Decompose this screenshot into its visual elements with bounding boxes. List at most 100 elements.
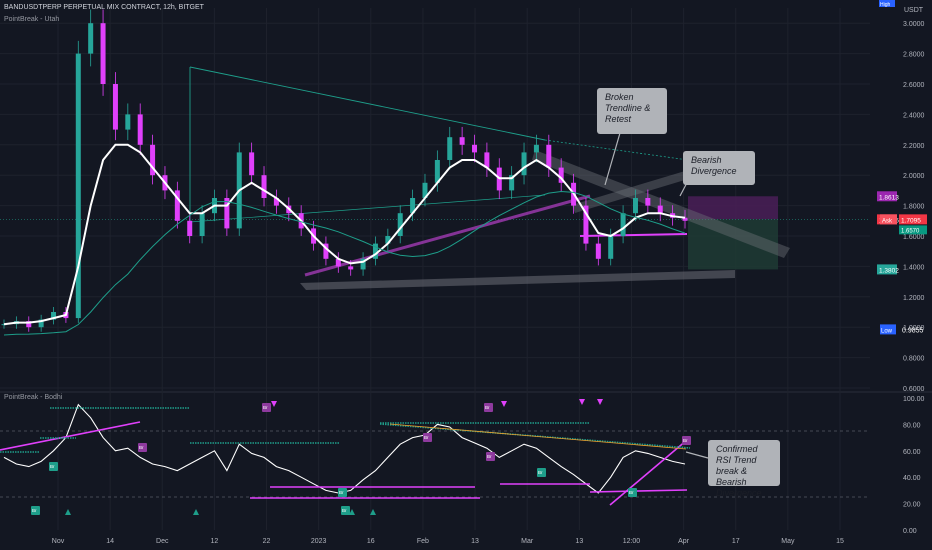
candle-body [422, 182, 428, 198]
candle-body [620, 213, 626, 236]
symbol-title: BANDUSDTPERP PERPETUAL MIX CONTRACT, 12h… [4, 4, 204, 11]
ascending-trendline [304, 194, 591, 277]
callout-pointer-rsi [685, 451, 709, 459]
low-value-text: 0.9855 [902, 327, 924, 334]
bear-marker-label: Br [424, 435, 429, 440]
callout-rsi-divergence[interactable]: Confirmed RSI Trend break & Bearish Dive… [708, 440, 780, 498]
candle-body [348, 266, 354, 270]
time-tick-label: Mar [521, 538, 534, 545]
candle-body [657, 205, 663, 214]
bear-marker-label: Br [487, 454, 492, 459]
time-tick-label: Dec [156, 538, 169, 545]
candle-body [150, 144, 156, 176]
candle-body [88, 23, 94, 54]
low-tag-text: Low [881, 328, 893, 334]
callout-pointer-trendline [604, 125, 623, 186]
bull-marker [341, 506, 350, 515]
high-tag-label: High [880, 2, 891, 8]
candle-body [26, 321, 32, 328]
bull-marker [628, 488, 637, 497]
candle-body [521, 152, 527, 176]
bull-marker-label: Br [538, 470, 543, 475]
candle-body [509, 175, 515, 191]
candle-body [472, 144, 478, 153]
candle-body [583, 205, 589, 244]
time-tick-label: 13 [575, 538, 583, 545]
price-tick-label: 2.4000 [903, 112, 925, 119]
rsi-pink-segment [609, 439, 688, 506]
time-tick-label: 14 [106, 538, 114, 545]
candle-body [199, 213, 205, 236]
bull-marker-label: Br [339, 490, 344, 495]
candle-body [558, 167, 564, 183]
candle-body [682, 217, 688, 221]
bear-triangle [597, 399, 603, 405]
candle-body [397, 213, 403, 236]
candle-body [100, 23, 106, 84]
time-tick-label: 12:00 [623, 538, 641, 545]
bull-marker-label: Br [629, 490, 634, 495]
price-tick-label: 1.2000 [903, 295, 925, 302]
trend-lines [189, 66, 689, 277]
price-tick-label: 1.8000 [903, 204, 925, 211]
pink-level [579, 233, 688, 237]
callout-broken-trendline[interactable]: Broken Trendline & Retest [597, 88, 667, 134]
bear-marker [262, 403, 271, 412]
candle-body [75, 53, 81, 319]
rsi-pink-segment [589, 489, 688, 493]
bull-marker [49, 462, 58, 471]
stop-tag [877, 264, 897, 275]
rsi-pane: Br Br Br Br Br Br Br Br Br Br Br Br [0, 399, 870, 515]
retest-band [572, 168, 698, 213]
ask-label-box [880, 214, 897, 225]
ask-label-text: Ask [882, 218, 893, 224]
candle-body [459, 137, 465, 145]
candle-body [335, 258, 341, 267]
rsi-tick-label: 80.00 [903, 422, 921, 429]
rsi-pink-segment [0, 421, 141, 451]
time-tick-label: Nov [52, 538, 65, 545]
bull-triangle [349, 509, 355, 515]
bear-marker [682, 436, 691, 445]
callout-bearish-divergence[interactable]: Bearish Divergence [683, 151, 755, 185]
candle-body [187, 220, 193, 236]
bull-marker-label: Br [50, 464, 55, 469]
candle-body [484, 152, 490, 168]
bear-marker [423, 433, 432, 442]
candle-body [608, 236, 614, 259]
candle-body [261, 175, 267, 198]
indicator-sub-title: PointBreak - Bodhi [4, 394, 63, 401]
candle-body [632, 198, 638, 214]
time-tick-label: 15 [836, 538, 844, 545]
candle-body [51, 312, 57, 320]
candle-body [372, 243, 378, 259]
price-tick-label: 2.8000 [903, 52, 925, 59]
time-tick-label: 17 [732, 538, 740, 545]
price-tick-label: 2.2000 [903, 143, 925, 150]
time-tick-label: 12 [211, 538, 219, 545]
time-tick-label: 13 [471, 538, 479, 545]
high-tag [879, 0, 895, 7]
time-tick-label: May [781, 538, 795, 545]
bull-marker [537, 468, 546, 477]
bear-marker-label: Br [139, 445, 144, 450]
stop-zone [688, 219, 778, 270]
rsi-tick-label: 60.00 [903, 449, 921, 456]
candle-body [434, 160, 440, 183]
time-tick-label: Apr [678, 538, 690, 545]
resistance-band [532, 150, 790, 258]
bull-triangle [65, 509, 71, 515]
low-tag [880, 324, 896, 335]
descending-trendline [189, 66, 546, 141]
candle-body [447, 137, 453, 160]
bull-triangle [193, 509, 199, 515]
bull-marker [31, 506, 40, 515]
candle-body [38, 319, 44, 328]
candle-body [323, 243, 329, 259]
indicator-main-title: PointBreak - Utah [4, 16, 60, 23]
moving-averages [3, 143, 686, 336]
axes: 3.0000 2.8000 2.6000 2.4000 2.2000 2.0000 1.80… [52, 0, 927, 545]
time-tick-label: Feb [417, 538, 429, 545]
candle-body [546, 144, 552, 168]
